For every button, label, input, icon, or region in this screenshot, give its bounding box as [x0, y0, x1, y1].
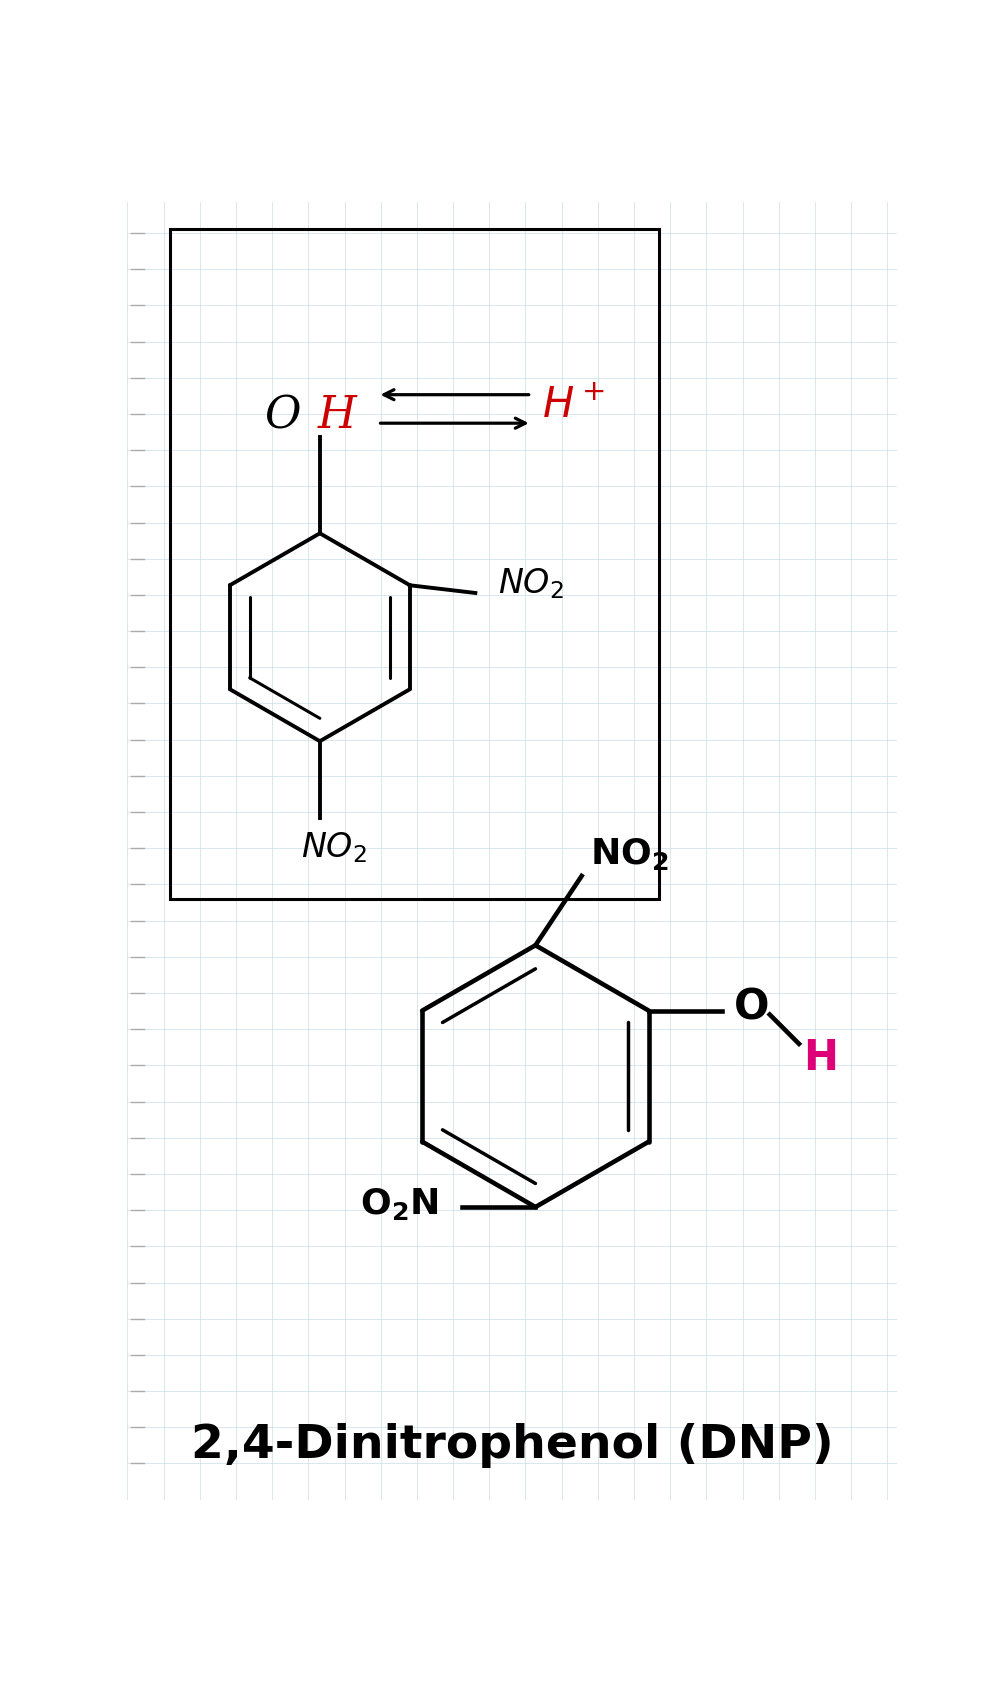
Text: $\mathit{NO}_2$: $\mathit{NO}_2$	[301, 831, 367, 864]
Bar	[170, 229, 658, 900]
Text: $\mathbf{NO_2}$: $\mathbf{NO_2}$	[590, 836, 668, 873]
Text: O: O	[265, 394, 301, 436]
Text: H: H	[803, 1036, 838, 1078]
Text: $\mathit{H}^+$: $\mathit{H}^+$	[542, 384, 605, 426]
Text: $\mathit{NO}_2$: $\mathit{NO}_2$	[498, 566, 563, 602]
Text: 2,4-Dinitrophenol (DNP): 2,4-Dinitrophenol (DNP)	[191, 1424, 834, 1468]
Text: H: H	[318, 394, 357, 436]
Text: O: O	[733, 987, 769, 1028]
Text: $\mathbf{O_2N}$: $\mathbf{O_2N}$	[360, 1186, 439, 1222]
